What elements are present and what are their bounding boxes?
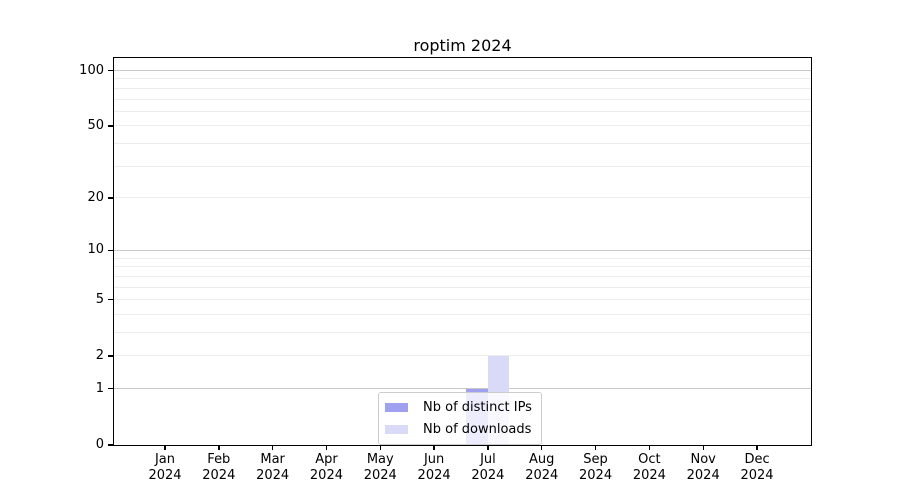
gridline-minor	[114, 110, 811, 112]
x-axis-tick-label: Aug 2024	[525, 452, 559, 483]
x-tick-mark	[487, 445, 489, 450]
gridline-major	[114, 70, 811, 71]
gridline-minor	[114, 165, 811, 167]
x-tick-mark	[433, 445, 435, 450]
gridline-minor	[114, 78, 811, 80]
gridline-minor	[114, 87, 811, 89]
gridline-minor	[114, 355, 811, 357]
y-axis-tick-label: 2	[95, 347, 104, 363]
y-tick-mark	[108, 69, 114, 72]
x-axis-tick-label: Oct 2024	[632, 452, 666, 483]
x-tick-mark	[325, 445, 328, 450]
x-axis-tick-label: Dec 2024	[740, 452, 774, 483]
y-tick-mark	[108, 249, 114, 252]
x-axis-tick-label: Mar 2024	[256, 452, 290, 483]
x-axis-tick-label: Jan 2024	[148, 452, 182, 483]
legend-label: Nb of downloads	[423, 422, 532, 437]
x-axis-tick-label: Jul 2024	[471, 452, 505, 483]
y-axis-tick-label: 10	[87, 242, 104, 258]
x-tick-mark	[379, 445, 381, 450]
y-axis-tick-label: 50	[87, 117, 104, 133]
gridline-minor	[114, 98, 811, 100]
x-axis-tick-label: Nov 2024	[686, 452, 720, 483]
x-tick-mark	[271, 445, 274, 450]
x-axis-tick-label: Jun 2024	[417, 452, 451, 483]
y-axis-tick-label: 20	[87, 189, 104, 205]
legend-swatch	[385, 403, 408, 412]
gridline-minor	[114, 275, 811, 277]
x-tick-mark	[218, 445, 220, 450]
x-tick-mark	[702, 445, 704, 450]
gridline-minor	[114, 143, 811, 145]
x-axis-tick-label: May 2024	[363, 452, 397, 483]
y-tick-mark	[108, 197, 114, 199]
legend-item: Nb of downloads	[385, 420, 532, 439]
x-tick-mark	[164, 445, 166, 450]
gridline-minor	[114, 299, 811, 301]
x-tick-mark	[756, 445, 758, 450]
legend-label: Nb of distinct IPs	[423, 400, 532, 415]
gridline-minor	[114, 313, 811, 315]
x-tick-mark	[594, 445, 597, 450]
x-axis-tick-label: Sep 2024	[579, 452, 613, 483]
plot-area: Nb of distinct IPs Nb of downloads	[113, 57, 812, 446]
legend: Nb of distinct IPs Nb of downloads	[378, 392, 542, 445]
x-axis-tick-label: Feb 2024	[202, 452, 236, 483]
y-axis-tick-label: 0	[95, 437, 104, 452]
gridline-minor	[114, 257, 811, 259]
chart-title: roptim 2024	[413, 36, 512, 55]
y-tick-mark	[108, 355, 114, 357]
gridline-minor	[114, 266, 811, 268]
legend-item: Nb of distinct IPs	[385, 398, 532, 417]
gridline-major	[114, 249, 811, 251]
y-tick-mark	[108, 388, 114, 390]
y-tick-mark	[108, 125, 114, 127]
gridline-minor	[114, 125, 811, 127]
y-axis-tick-label: 100	[79, 62, 104, 78]
y-tick-mark	[108, 298, 114, 301]
x-axis-tick-label: Apr 2024	[309, 452, 343, 483]
gridline-major	[114, 388, 811, 390]
gridline-minor	[114, 286, 811, 288]
x-tick-mark	[541, 445, 543, 450]
x-tick-mark	[648, 445, 651, 450]
y-axis-tick-label: 1	[95, 380, 104, 396]
legend-swatch	[385, 425, 408, 434]
y-tick-mark	[108, 444, 114, 446]
gridline-minor	[114, 332, 811, 333]
gridline-minor	[114, 197, 811, 199]
y-axis-tick-label: 5	[95, 291, 104, 307]
